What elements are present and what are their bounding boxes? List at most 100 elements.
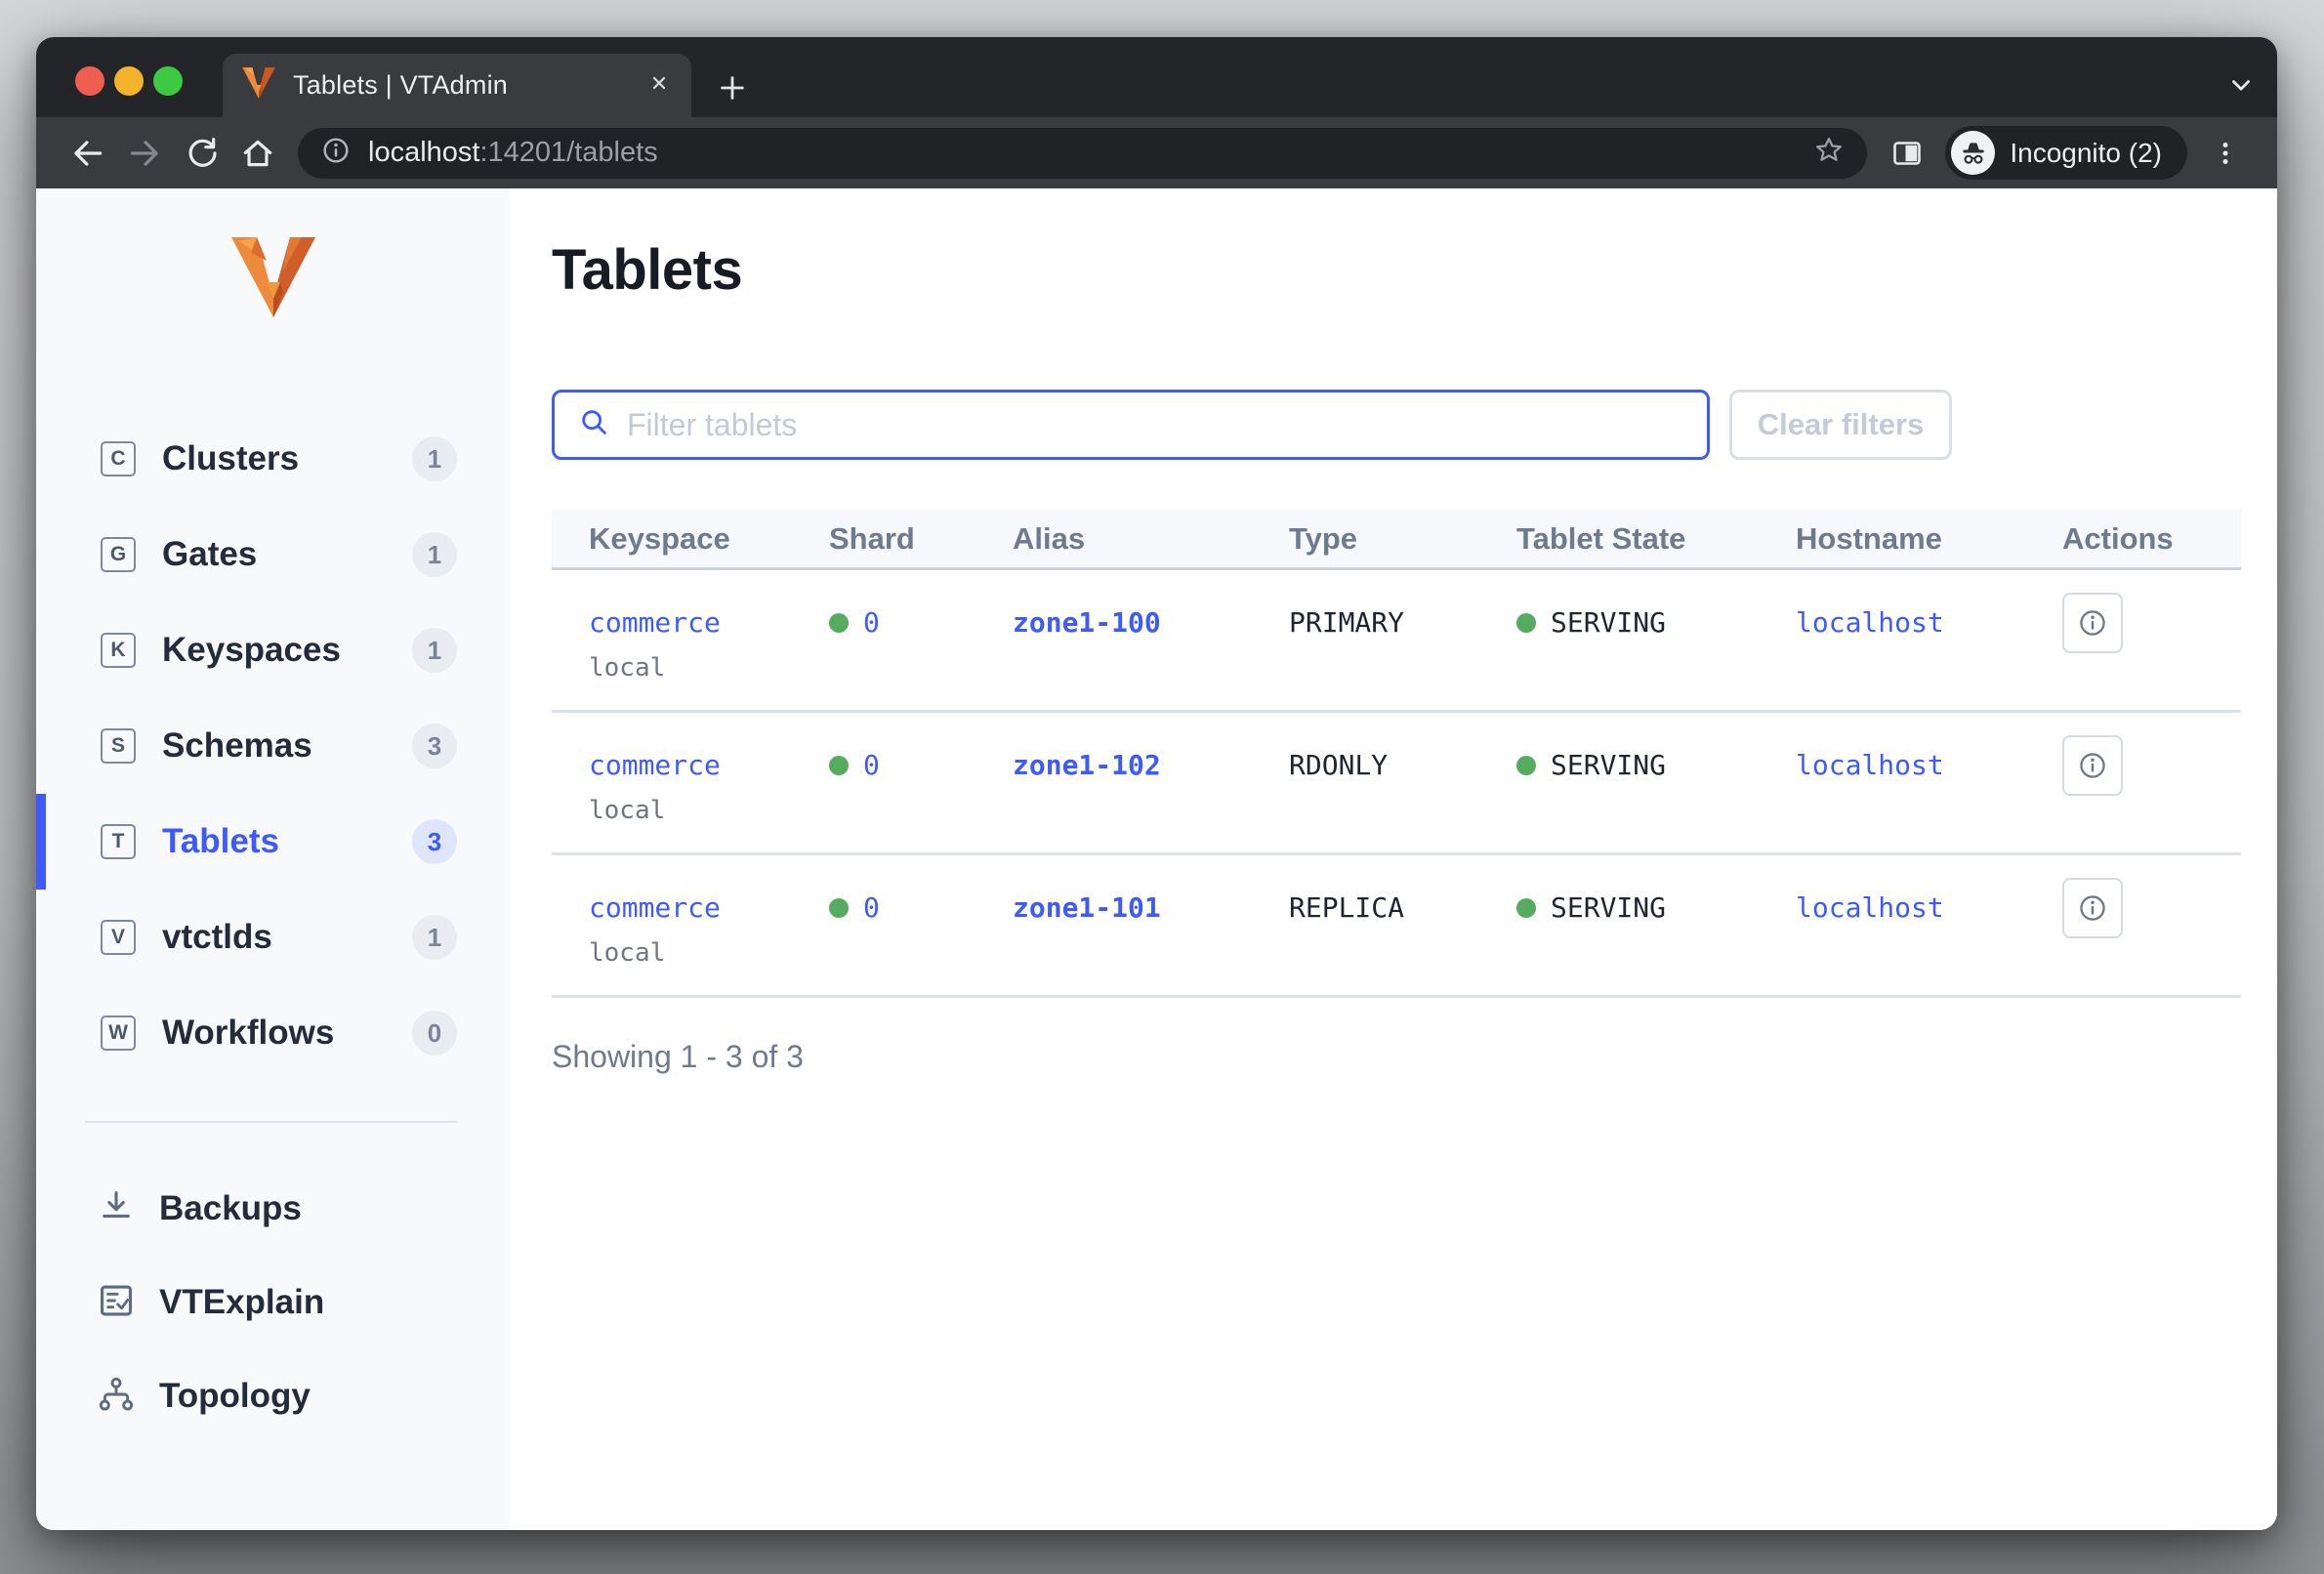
browser-tab[interactable]: Tablets | VTAdmin [223,54,691,117]
main-content: Tablets Clear filters [510,188,2277,1530]
sidebar-divider [85,1121,457,1123]
tablet-state-cell: SERVING [1516,605,1796,641]
tab-title: Tablets | VTAdmin [293,70,508,100]
browser-toolbar: localhost:14201/tablets [36,117,2277,188]
alias-link[interactable]: zone1-100 [1013,606,1161,639]
incognito-badge[interactable]: Incognito (2) [1945,126,2187,180]
hostname-link[interactable]: localhost [1796,606,1944,639]
sidebar-item-backups[interactable]: Backups [36,1162,510,1256]
serving-status-dot [1516,898,1536,918]
sidebar-item-label: Keyspaces [162,631,341,669]
keyspaces-icon: K [101,633,136,668]
type-cell: RDONLY [1289,749,1389,781]
tablets-icon: T [101,824,136,859]
keyspace-link[interactable]: commerce [589,749,721,781]
address-bar[interactable]: localhost:14201/tablets [298,127,1868,179]
search-icon [578,406,611,444]
home-icon[interactable] [229,125,286,182]
table-row: commerce local 0 zone1-100 PRIMARY SERVI… [552,570,2241,713]
sidebar-item-workflows[interactable]: W Workflows 0 [36,985,510,1081]
forward-icon[interactable] [116,125,173,182]
actions-cell [2062,593,2241,653]
sidebar: C Clusters 1 G Gates 1 K Keyspaces 1 [36,188,510,1530]
sidebar-item-label: Backups [159,1189,302,1227]
alias-link[interactable]: zone1-102 [1013,749,1161,781]
actions-cell [2062,878,2241,938]
side-panel-icon[interactable] [1879,125,1935,182]
tablet-state-cell: SERVING [1516,891,1796,926]
sidebar-item-gates[interactable]: G Gates 1 [36,507,510,602]
clear-filters-button[interactable]: Clear filters [1729,390,1952,460]
bookmark-star-icon[interactable] [1812,134,1846,172]
shard-cell: 0 [829,748,1013,783]
tab-search-chevron-icon[interactable] [2224,68,2258,102]
count-badge: 1 [412,436,457,481]
tab-close-icon[interactable] [646,70,672,101]
workflows-icon: W [101,1015,136,1051]
sidebar-nav: C Clusters 1 G Gates 1 K Keyspaces 1 [36,411,510,1081]
window-controls [75,66,183,96]
minimize-window-button[interactable] [114,66,144,96]
close-window-button[interactable] [75,66,104,96]
actions-cell [2062,735,2241,796]
cluster-label: local [589,796,666,825]
shard-cell: 0 [829,605,1013,641]
new-tab-button[interactable] [714,69,751,106]
tablet-state-label: SERVING [1551,606,1667,639]
shard-status-dot [829,756,849,775]
sidebar-item-label: VTExplain [159,1283,325,1321]
download-icon [97,1187,136,1231]
tablets-table: Keyspace Shard Alias Type Tablet State H… [552,510,2241,998]
column-header-type: Type [1289,520,1358,556]
tablet-info-button[interactable] [2062,878,2123,938]
vitess-logo [230,237,315,317]
gates-icon: G [101,537,136,572]
sidebar-item-label: Clusters [162,439,300,477]
shard-status-dot [829,613,849,633]
sidebar-item-keyspaces[interactable]: K Keyspaces 1 [36,602,510,698]
type-cell: PRIMARY [1289,606,1405,639]
tablet-info-button[interactable] [2062,593,2123,653]
column-header-tablet-state: Tablet State [1516,520,1686,556]
sidebar-item-schemas[interactable]: S Schemas 3 [36,698,510,794]
shard-link[interactable]: 0 [863,891,880,924]
cluster-label: local [589,653,666,683]
count-badge: 1 [412,915,457,960]
sidebar-item-vtexplain[interactable]: VTExplain [36,1256,510,1349]
site-info-icon[interactable] [319,134,353,172]
shard-link[interactable]: 0 [863,606,880,639]
type-cell: REPLICA [1289,891,1405,924]
sidebar-item-tablets[interactable]: T Tablets 3 [36,794,510,890]
tablet-state-label: SERVING [1551,891,1667,924]
results-summary: Showing 1 - 3 of 3 [552,1039,804,1074]
keyspace-link[interactable]: commerce [589,891,721,924]
shard-cell: 0 [829,891,1013,926]
filter-tablets-input[interactable] [627,406,1693,443]
vitess-favicon [242,67,275,104]
column-header-keyspace: Keyspace [589,520,730,556]
table-row: commerce local 0 zone1-101 REPLICA SERVI… [552,855,2241,998]
sidebar-item-vtctlds[interactable]: V vtctlds 1 [36,890,510,985]
page-title: Tablets [552,238,743,302]
reload-icon[interactable] [173,125,229,182]
shard-status-dot [829,898,849,918]
vtctlds-icon: V [101,920,136,955]
hostname-link[interactable]: localhost [1796,749,1944,781]
keyspace-link[interactable]: commerce [589,606,721,639]
shard-link[interactable]: 0 [863,749,880,781]
alias-link[interactable]: zone1-101 [1013,891,1161,924]
browser-menu-icon[interactable] [2197,125,2254,182]
tablet-state-label: SERVING [1551,749,1667,781]
sidebar-item-topology[interactable]: Topology [36,1349,510,1443]
vtexplain-icon [97,1281,136,1325]
hostname-link[interactable]: localhost [1796,891,1944,924]
tablet-info-button[interactable] [2062,735,2123,796]
sidebar-tools: Backups VTExplain [36,1162,510,1443]
sidebar-item-label: vtctlds [162,918,272,956]
sidebar-item-clusters[interactable]: C Clusters 1 [36,411,510,507]
count-badge: 3 [412,819,457,864]
sidebar-item-label: Schemas [162,726,312,765]
column-header-hostname: Hostname [1796,520,1942,556]
zoom-window-button[interactable] [153,66,183,96]
back-icon[interactable] [60,125,116,182]
